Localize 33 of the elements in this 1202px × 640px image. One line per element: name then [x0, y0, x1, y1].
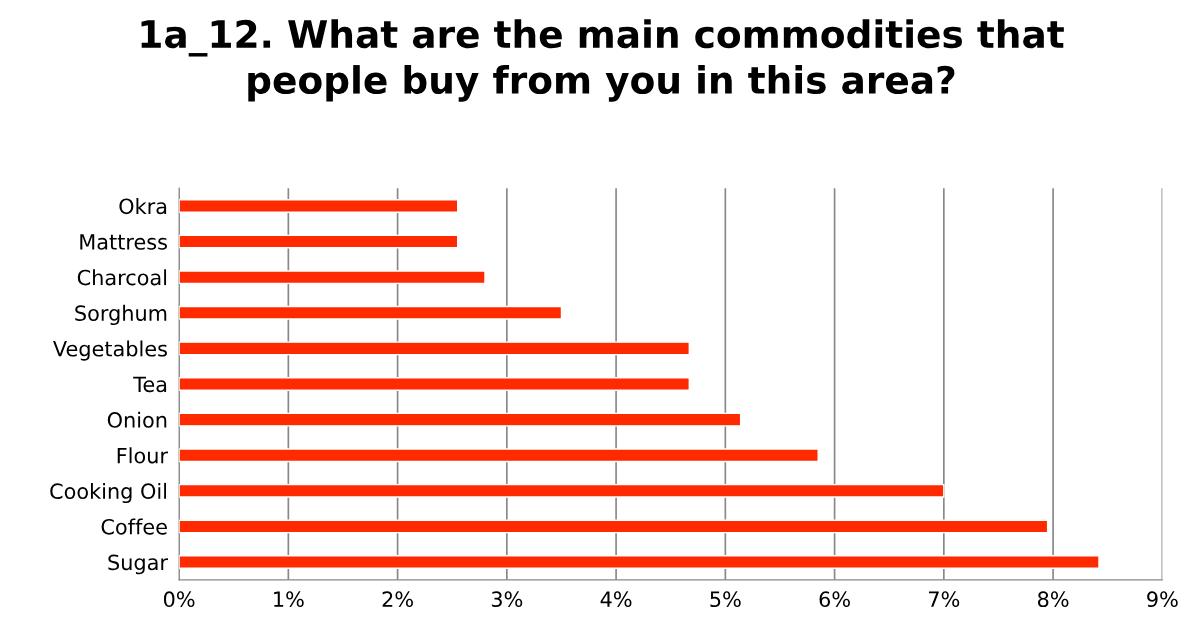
x-tick-label: 9% [1147, 591, 1178, 608]
x-tick-label: 3% [491, 591, 523, 608]
y-tick-label: Coffee [101, 518, 167, 535]
bar [179, 234, 459, 249]
x-tick-label: 5% [710, 591, 741, 608]
y-tick-label: Sugar [108, 554, 168, 575]
bar [179, 199, 459, 213]
y-tick-label: Charcoal [77, 269, 167, 286]
bar [179, 519, 1049, 534]
bar [179, 448, 819, 463]
y-tick-label: Okra [119, 198, 167, 215]
x-tick-label: 2% [382, 591, 413, 608]
y-tick-label: Cooking Oil [50, 482, 167, 504]
x-tick-label: 7% [929, 591, 960, 608]
bar [179, 270, 486, 285]
y-tick-label: Vegetables [53, 340, 167, 361]
bar [179, 377, 690, 391]
x-tick-label: 6% [819, 591, 850, 608]
x-tick-label: 0% [163, 591, 195, 608]
x-tick-label: 8% [1037, 591, 1069, 608]
y-tick-label: Sorghum [75, 304, 167, 326]
chart-title: 1a_12. What are the main commodities that people buy from you in this area? [141, 19, 1064, 102]
bar [179, 412, 742, 427]
y-tick-label: Onion [107, 411, 167, 428]
y-tick-label: Flour [117, 447, 168, 464]
bar [179, 305, 563, 320]
bar [179, 555, 1100, 569]
y-tick-label: Tea [133, 376, 167, 393]
x-tick-label: 1% [274, 591, 304, 608]
bar [179, 341, 690, 356]
x-tick-label: 4% [600, 591, 632, 608]
y-tick-label: Mattress [80, 234, 167, 250]
bar [179, 483, 945, 498]
